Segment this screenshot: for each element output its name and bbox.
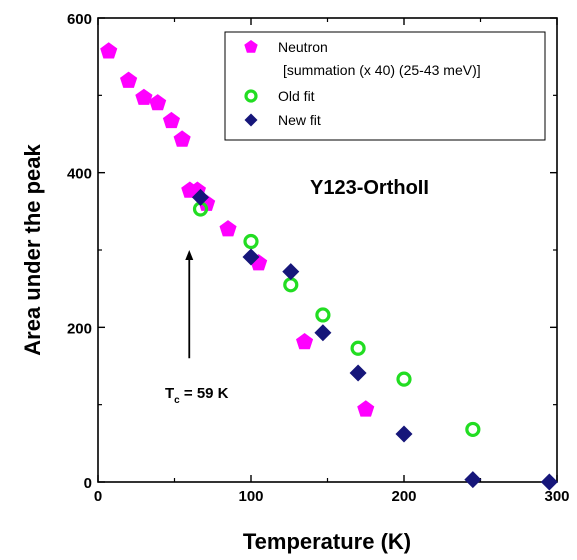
new-fit-point (349, 364, 367, 382)
legend-symbol-old-fit (244, 89, 258, 103)
new-fit-point (192, 188, 210, 206)
new-fit-point (242, 248, 260, 266)
old-fit-point (396, 371, 412, 387)
neutron-point (149, 94, 167, 111)
new-fit-point (282, 263, 300, 281)
new-fit-point (395, 425, 413, 443)
x-tick-label: 300 (544, 488, 569, 505)
sample-label: Y123-OrthoII (310, 177, 429, 199)
new-fit-point (464, 471, 482, 489)
old-fit-point (315, 307, 331, 323)
tc-label: Tc = 59 K (165, 385, 229, 406)
legend-label-neutron: Neutron (278, 39, 328, 55)
y-tick-label: 0 (84, 475, 92, 492)
legend-label-neutron-detail: [summation (x 40) (25-43 meV)] (283, 62, 481, 78)
neutron-point (162, 111, 180, 129)
data-marks (100, 42, 558, 491)
tc-symbol: T (165, 385, 174, 402)
old-fit-point (350, 340, 366, 356)
x-tick-label: 0 (94, 488, 102, 505)
y-tick-label: 200 (67, 320, 92, 337)
old-fit-point (243, 233, 259, 250)
legend-label-old-fit: Old fit (278, 88, 315, 104)
legend: Neutron [summation (x 40) (25-43 meV)] O… (224, 31, 546, 141)
neutron-point (357, 400, 375, 417)
legend-symbol-new-fit (244, 113, 258, 127)
legend-label-new-fit: New fit (278, 112, 321, 128)
tc-arrow-head (185, 250, 194, 260)
neutron-point (296, 333, 314, 350)
neutron-point (135, 88, 153, 105)
old-fit-point (465, 421, 481, 438)
x-axis-title: Temperature (K) (243, 529, 411, 554)
new-fit-point (314, 324, 332, 342)
x-tick-label: 200 (391, 488, 416, 505)
legend-symbols (244, 40, 258, 127)
neutron-point (120, 71, 138, 88)
neutron-point (100, 42, 118, 59)
legend-symbol-neutron (244, 40, 258, 53)
old-fit-point (283, 277, 299, 293)
axis-ticks: 0 100 200 300 0 200 400 600 (67, 11, 570, 505)
tc-subscript: c (174, 395, 180, 406)
new-fit-point (540, 473, 558, 491)
y-axis-title: Area under the peak (20, 143, 45, 355)
y-tick-label: 600 (67, 11, 92, 28)
x-tick-label: 100 (238, 488, 263, 505)
tc-value: = 59 K (180, 385, 229, 402)
tc-annotation: Tc = 59 K (165, 250, 229, 406)
neutron-point (219, 220, 237, 237)
y-tick-label: 400 (67, 166, 92, 183)
legend-box (224, 31, 546, 141)
neutron-point (173, 130, 191, 147)
